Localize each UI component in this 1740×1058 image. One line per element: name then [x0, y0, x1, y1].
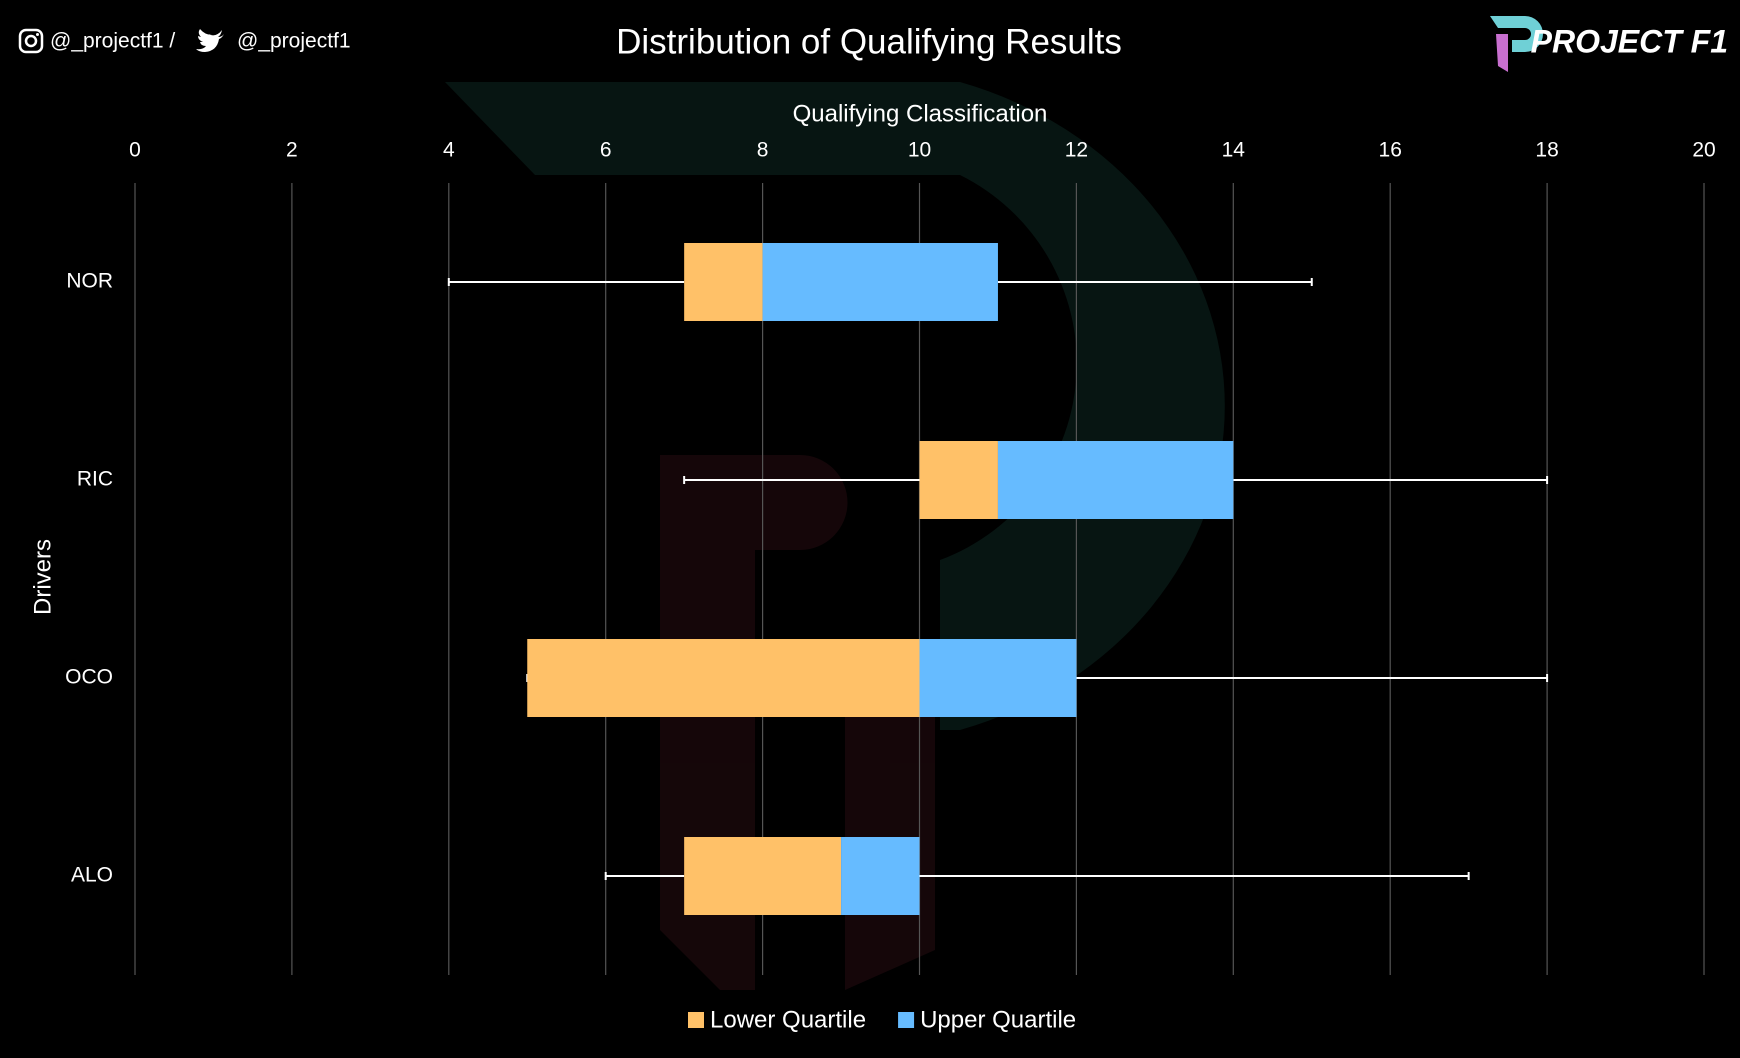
instagram-icon — [18, 28, 44, 54]
x-tick-label: 4 — [443, 139, 455, 162]
watermark-arc — [445, 82, 1225, 730]
box-segment — [684, 837, 842, 915]
x-axis-title: Qualifying Classification — [793, 100, 1048, 127]
social-twitter: @_projectf1 — [237, 30, 351, 53]
legend-label: Lower Quartile — [710, 1006, 866, 1033]
x-tick-label: 16 — [1379, 139, 1402, 162]
legend-swatch — [688, 1012, 704, 1028]
x-tick-label: 8 — [757, 139, 769, 162]
box-segment — [919, 441, 998, 519]
twitter-icon — [196, 29, 224, 52]
box-segment — [997, 441, 1234, 519]
x-tick-label: 2 — [286, 139, 298, 162]
box-segment — [527, 639, 920, 717]
box-segment — [762, 243, 998, 321]
x-tick-label: 20 — [1692, 139, 1715, 162]
y-tick-label: RIC — [77, 468, 113, 491]
y-tick-label: ALO — [71, 864, 113, 887]
brand-name: PROJECT F1 — [1531, 23, 1728, 59]
box-segment — [919, 639, 1077, 717]
y-tick-label: OCO — [65, 666, 113, 689]
box-segment — [841, 837, 920, 915]
x-tick-label: 0 — [129, 139, 141, 162]
box-segment — [684, 243, 763, 321]
x-tick-label: 14 — [1222, 139, 1246, 162]
social-instagram: @_projectf1 / — [50, 30, 175, 53]
chart-title: Distribution of Qualifying Results — [616, 22, 1122, 61]
brand-logo — [1490, 16, 1543, 72]
legend-label: Upper Quartile — [920, 1006, 1076, 1033]
x-tick-label: 12 — [1065, 139, 1088, 162]
x-tick-label: 18 — [1535, 139, 1558, 162]
y-tick-label: NOR — [66, 270, 113, 293]
legend-swatch — [898, 1012, 915, 1028]
x-tick-label: 10 — [908, 139, 931, 162]
y-axis-title: Drivers — [29, 539, 56, 615]
x-tick-label: 6 — [600, 139, 612, 162]
